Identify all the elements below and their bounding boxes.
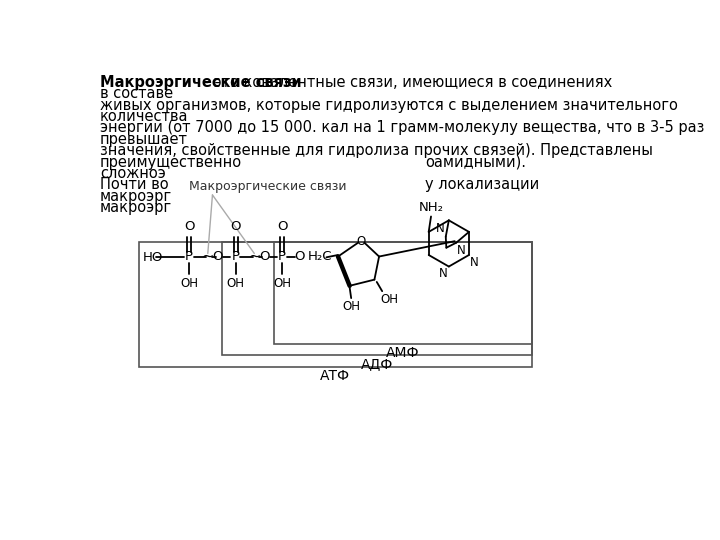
Text: макроэрг: макроэрг bbox=[100, 200, 172, 215]
Text: H₂C: H₂C bbox=[307, 250, 332, 263]
Text: ~: ~ bbox=[202, 249, 214, 264]
Text: OH: OH bbox=[342, 300, 360, 313]
Text: O: O bbox=[230, 220, 241, 233]
Text: N: N bbox=[469, 256, 479, 269]
Bar bbox=[222, 242, 532, 355]
Text: O: O bbox=[212, 250, 223, 263]
Text: O: O bbox=[294, 250, 305, 263]
Text: Почти во: Почти во bbox=[100, 177, 168, 192]
Text: живых организмов, которые гидролизуются с выделением значительного: живых организмов, которые гидролизуются … bbox=[100, 98, 678, 113]
Text: P: P bbox=[278, 250, 287, 263]
Text: энергии (от 7000 до 15 000. кал на 1 грамм-молекулу вещества, что в 3-5 раз: энергии (от 7000 до 15 000. кал на 1 гра… bbox=[100, 120, 704, 136]
Text: NH₂: NH₂ bbox=[418, 201, 444, 214]
Text: превышает: превышает bbox=[100, 132, 188, 147]
Text: Макроэргические связи: Макроэргические связи bbox=[189, 180, 347, 193]
Text: макроэрг: макроэрг bbox=[100, 189, 172, 204]
Text: OH: OH bbox=[273, 276, 291, 289]
Text: HO: HO bbox=[143, 251, 163, 264]
Text: O: O bbox=[184, 220, 194, 233]
Text: P: P bbox=[232, 250, 240, 263]
Text: преимущественно: преимущественно bbox=[100, 154, 242, 170]
Text: P: P bbox=[185, 250, 193, 263]
Text: ~: ~ bbox=[248, 249, 261, 264]
Text: OH: OH bbox=[180, 276, 198, 289]
Text: - это ковалентные связи, имеющиеся в соединениях: - это ковалентные связи, имеющиеся в сое… bbox=[199, 75, 612, 90]
Text: количества: количества bbox=[100, 109, 189, 124]
Text: в составе: в составе bbox=[100, 86, 174, 101]
Text: OH: OH bbox=[227, 276, 245, 289]
Text: у локализации: у локализации bbox=[425, 177, 539, 192]
Text: O: O bbox=[277, 220, 287, 233]
Bar bbox=[274, 242, 532, 343]
Text: значения, свойственные для гидролиза прочих связей). Представлены: значения, свойственные для гидролиза про… bbox=[100, 143, 653, 158]
Text: N: N bbox=[457, 244, 466, 257]
Text: N: N bbox=[436, 222, 444, 235]
Text: O: O bbox=[356, 234, 366, 248]
Text: АМФ: АМФ bbox=[387, 346, 420, 360]
Text: Макроэргические связи: Макроэргические связи bbox=[100, 75, 302, 90]
Text: N: N bbox=[438, 267, 447, 280]
Text: сложноэ: сложноэ bbox=[100, 166, 166, 181]
Text: АДФ: АДФ bbox=[361, 357, 393, 372]
Text: OH: OH bbox=[381, 294, 399, 307]
Bar bbox=[139, 242, 532, 367]
Text: АТФ: АТФ bbox=[320, 369, 351, 383]
Text: оамидными).: оамидными). bbox=[425, 154, 526, 170]
Text: O: O bbox=[259, 250, 269, 263]
